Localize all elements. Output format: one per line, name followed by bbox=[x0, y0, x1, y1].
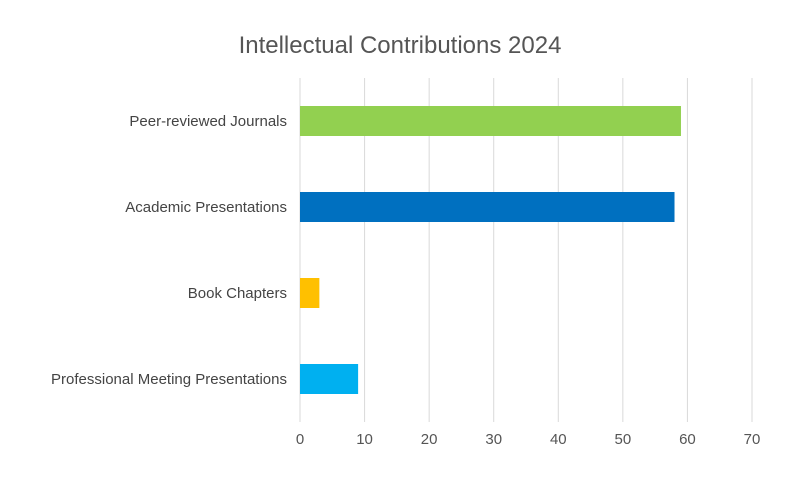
x-tick-label: 20 bbox=[421, 431, 438, 448]
category-label: Peer-reviewed Journals bbox=[129, 113, 287, 130]
bar bbox=[300, 364, 359, 394]
category-label: Professional Meeting Presentations bbox=[51, 371, 287, 388]
x-tick-label: 60 bbox=[679, 431, 696, 448]
bar bbox=[300, 278, 320, 308]
x-tick-label: 0 bbox=[296, 431, 304, 448]
x-tick-label: 40 bbox=[550, 431, 567, 448]
category-label: Academic Presentations bbox=[125, 199, 287, 216]
bar bbox=[300, 106, 681, 136]
x-tick-label: 70 bbox=[744, 431, 761, 448]
x-tick-label: 10 bbox=[356, 431, 373, 448]
category-label: Book Chapters bbox=[188, 285, 287, 302]
x-tick-label: 30 bbox=[485, 431, 502, 448]
bar bbox=[300, 192, 675, 222]
x-tick-label: 50 bbox=[615, 431, 632, 448]
chart-title: Intellectual Contributions 2024 bbox=[238, 32, 562, 59]
